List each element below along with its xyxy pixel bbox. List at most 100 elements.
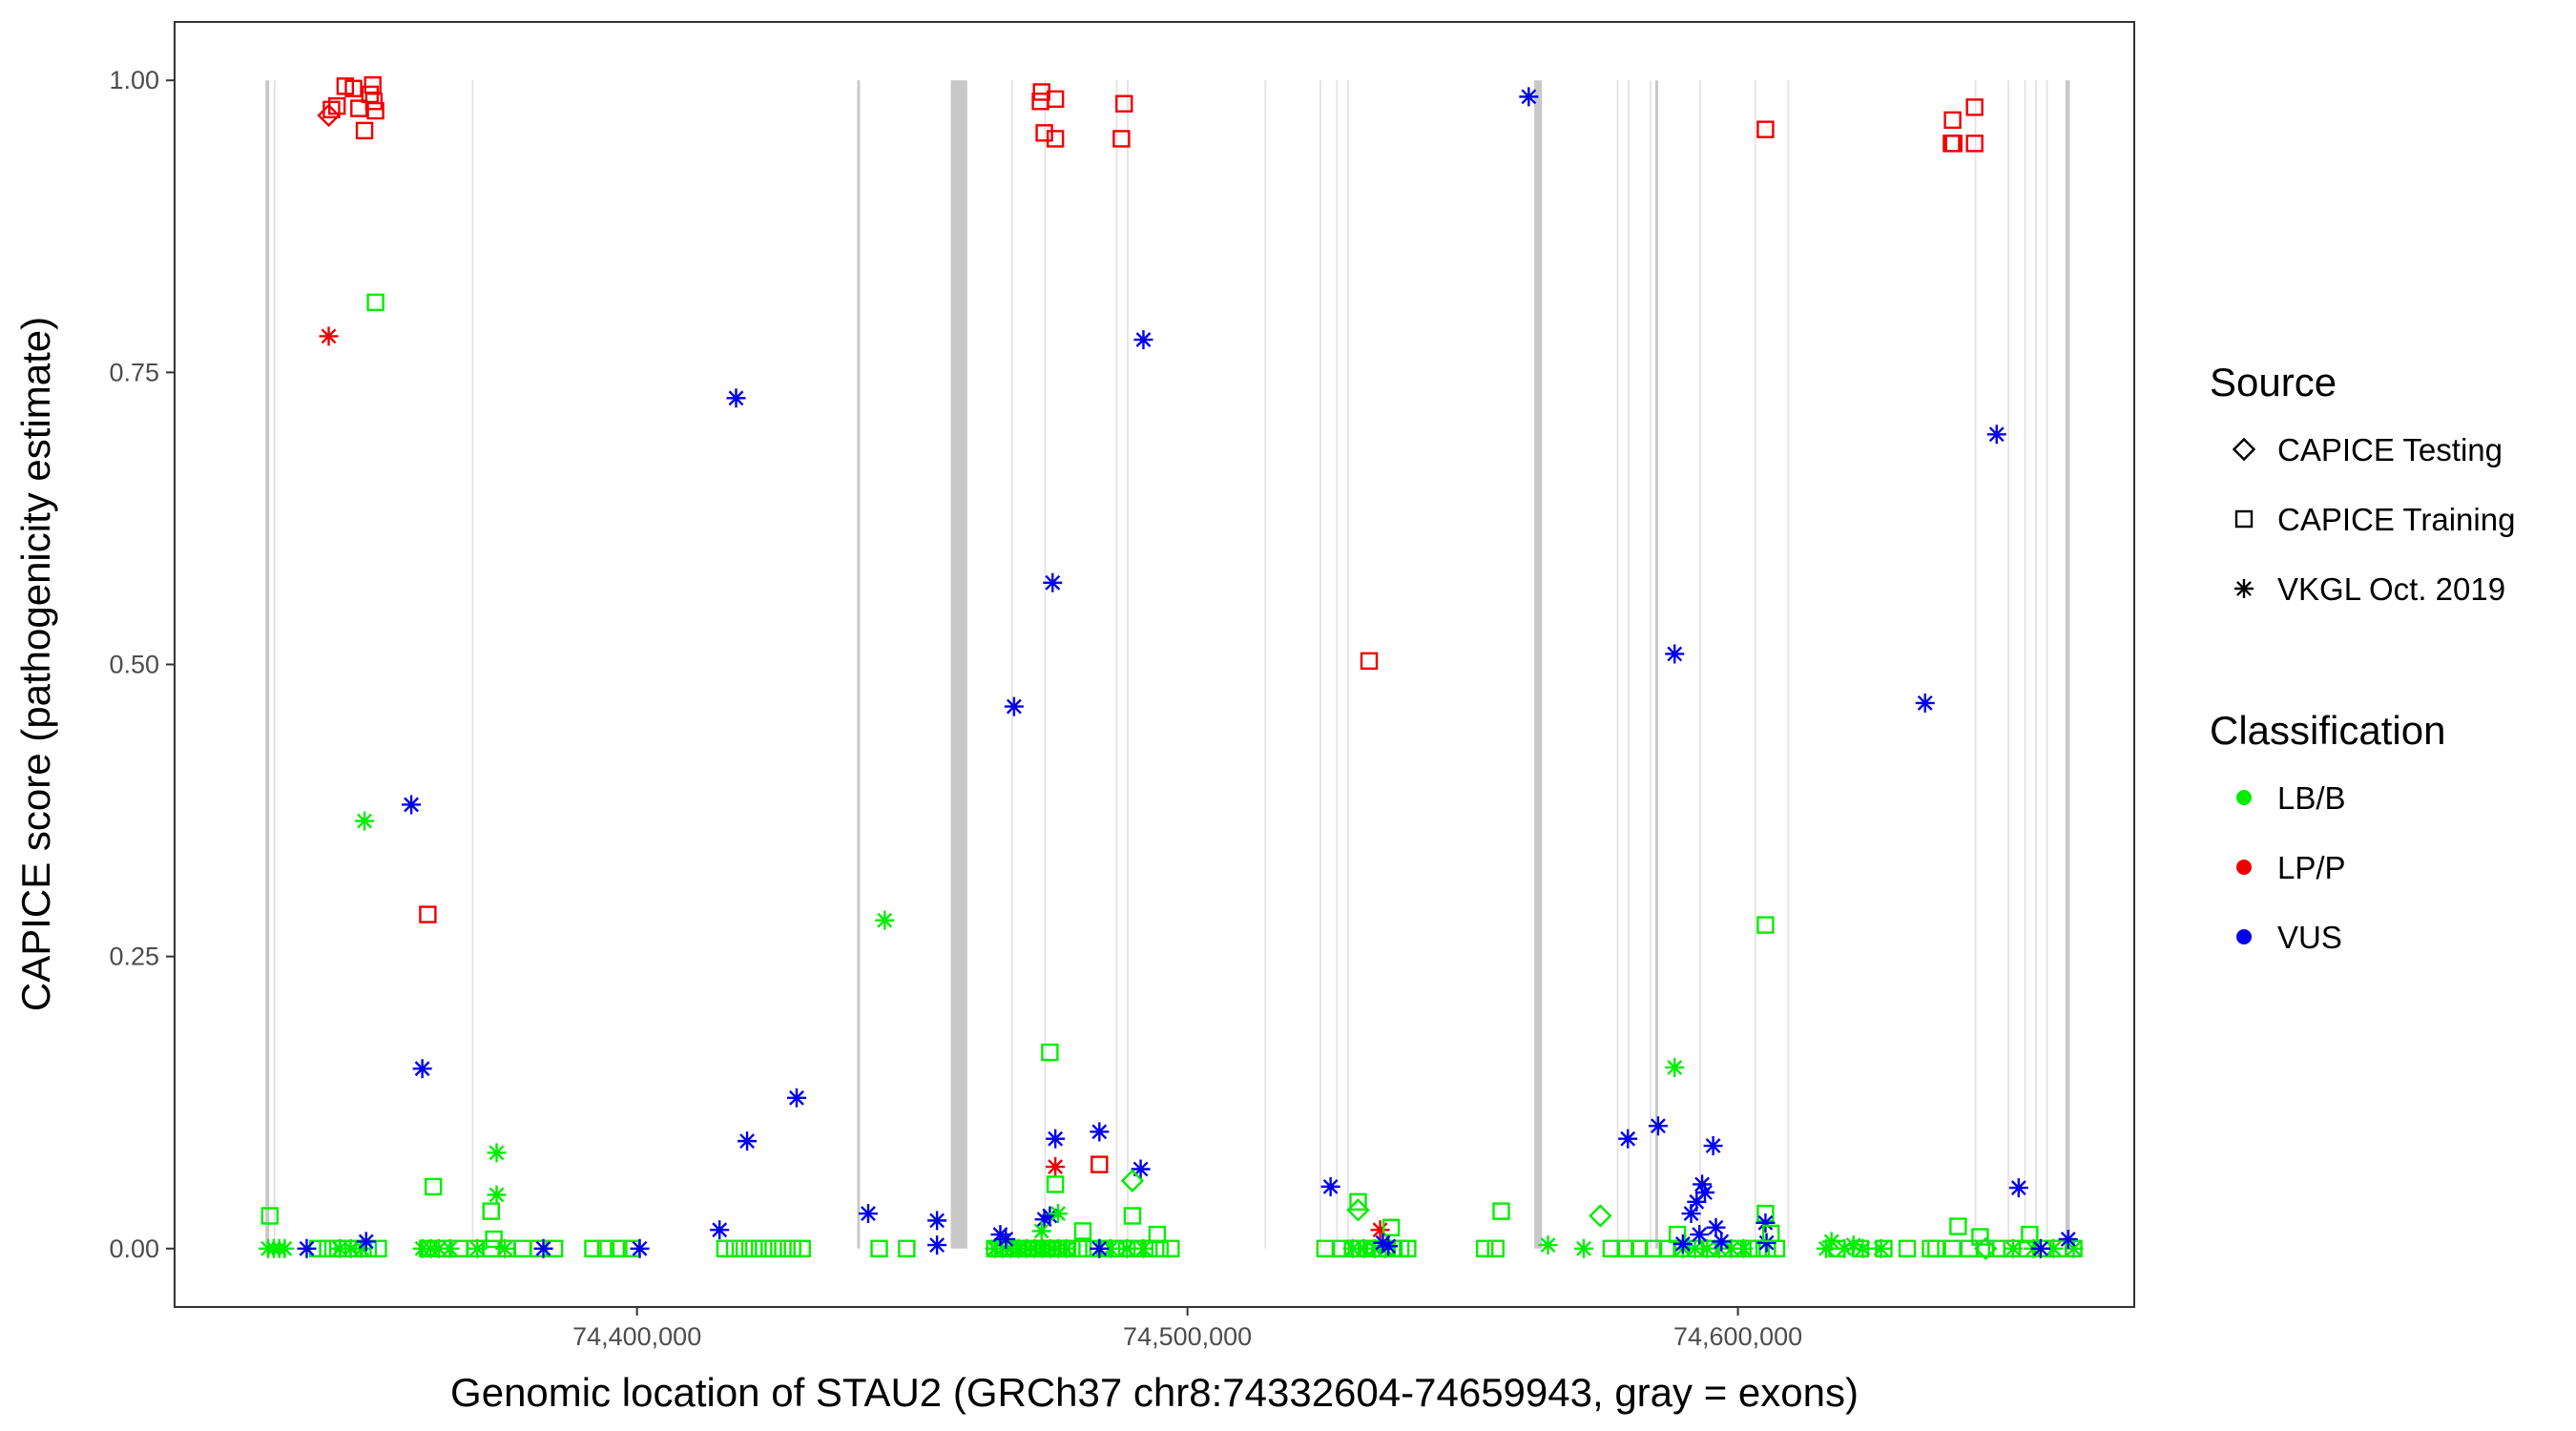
exon-band xyxy=(1336,80,1339,1249)
data-point-square-lb-b xyxy=(424,1177,443,1196)
data-point-asterisk-lb-b xyxy=(1100,1238,1120,1258)
legend-key-vus xyxy=(2236,929,2252,944)
data-point-square-lb-b xyxy=(1041,1043,1059,1062)
data-point-square-lb-b xyxy=(725,1239,744,1257)
y-axis-title: CAPICE score (pathogenicity estimate) xyxy=(13,317,58,1011)
data-point-asterisk-lb-b xyxy=(1843,1235,1863,1255)
data-point-square-lb-b xyxy=(1063,1239,1081,1257)
data-point-square-lb-b xyxy=(1486,1239,1505,1257)
data-point-square-lb-b xyxy=(745,1239,763,1257)
data-point-square-lb-b xyxy=(584,1239,602,1257)
x-tick-label: 74,500,000 xyxy=(1123,1322,1252,1351)
exon-band xyxy=(1787,80,1790,1249)
data-point-square-lb-b xyxy=(1739,1239,1758,1257)
data-point-asterisk-vus xyxy=(1706,1217,1726,1237)
data-point-asterisk-vus xyxy=(1681,1204,1701,1224)
data-point-asterisk-vus xyxy=(1672,1234,1693,1254)
data-point-square-lb-b xyxy=(1399,1239,1417,1257)
legend-label-lp-p: LP/P xyxy=(2277,850,2346,885)
legend-label-vkgl: VKGL Oct. 2019 xyxy=(2277,571,2505,607)
x-tick-label: 74,600,000 xyxy=(1673,1322,1802,1351)
data-point-square-lp-p xyxy=(1756,120,1775,138)
data-point-asterisk-lb-b xyxy=(275,1238,295,1258)
data-point-square-lp-p xyxy=(355,121,374,140)
legend-label-lb-b: LB/B xyxy=(2277,780,2346,816)
data-point-asterisk-lb-b xyxy=(1721,1238,1741,1258)
data-point-square-lp-p xyxy=(1944,135,1963,153)
data-point-square-lb-b xyxy=(1073,1222,1092,1240)
data-point-square-lb-b xyxy=(1316,1239,1335,1257)
data-point-square-lp-p xyxy=(364,93,384,111)
legend-source-title: Source xyxy=(2210,360,2337,404)
exon-band xyxy=(1319,80,1321,1249)
data-point-square-lb-b xyxy=(260,1207,280,1225)
data-point-square-lb-b xyxy=(1927,1239,1945,1257)
y-tick-label: 0.50 xyxy=(109,651,159,679)
data-point-asterisk-lb-b xyxy=(1342,1238,1362,1258)
data-point-square-lb-b xyxy=(1349,1192,1367,1211)
data-point-asterisk-vus xyxy=(1034,1210,1054,1230)
data-point-square-lp-p xyxy=(328,96,346,115)
data-point-square-lp-p xyxy=(1115,94,1133,113)
data-point-asterisk-vus xyxy=(356,1232,376,1252)
exon-band xyxy=(2046,80,2048,1249)
data-point-asterisk-lp-p xyxy=(1046,1157,1066,1177)
data-point-asterisk-vus xyxy=(533,1238,553,1258)
data-point-square-lp-p xyxy=(1046,90,1065,109)
exon-band xyxy=(1044,80,1047,1249)
data-point-asterisk-vus xyxy=(1046,1129,1066,1149)
legend-label-vus: VUS xyxy=(2277,920,2342,955)
y-tick-label: 0.75 xyxy=(109,358,159,386)
data-point-square-lb-b xyxy=(764,1239,782,1257)
data-point-square-lb-b xyxy=(1762,1224,1780,1243)
legend-key-asterisk xyxy=(2234,579,2254,598)
data-point-asterisk-vus xyxy=(1133,330,1153,350)
data-point-asterisk-lb-b xyxy=(495,1238,515,1258)
data-point-asterisk-lb-b xyxy=(1697,1238,1717,1258)
data-point-asterisk-lb-b xyxy=(1364,1238,1384,1258)
legend-classification-title: Classification xyxy=(2210,708,2445,753)
data-point-square-lb-b xyxy=(783,1239,801,1257)
data-point-asterisk-vus xyxy=(1090,1122,1110,1142)
data-point-asterisk-vus xyxy=(1915,693,1935,713)
data-point-asterisk-lb-b xyxy=(487,1185,507,1205)
data-point-square-lb-b xyxy=(1949,1217,1967,1235)
data-point-asterisk-lb-b xyxy=(1133,1238,1153,1258)
data-point-asterisk-vus xyxy=(2008,1178,2028,1198)
x-axis-title: Genomic location of STAU2 (GRCh37 chr8:7… xyxy=(450,1370,1859,1415)
data-point-asterisk-lb-b xyxy=(1665,1057,1685,1077)
data-point-asterisk-vus xyxy=(1665,644,1685,664)
exon-band xyxy=(1650,80,1652,1249)
data-point-asterisk-lb-b xyxy=(1853,1238,1873,1258)
data-point-square-lb-b xyxy=(1875,1239,1893,1257)
data-point-square-lb-b xyxy=(1475,1239,1494,1257)
data-point-asterisk-lb-b xyxy=(1871,1238,1891,1258)
exon-band xyxy=(265,80,270,1249)
data-point-asterisk-vus xyxy=(1519,87,1539,107)
data-point-asterisk-vus xyxy=(402,795,422,815)
data-point-asterisk-lb-b xyxy=(487,1143,507,1163)
data-point-asterisk-vus xyxy=(1703,1136,1723,1156)
legend-label-capice-training: CAPICE Training xyxy=(2277,502,2515,537)
exon-bands xyxy=(265,80,2070,1249)
data-point-square-lb-b xyxy=(485,1230,503,1249)
data-point-square-lp-p xyxy=(1965,135,1984,153)
data-point-square-lb-b xyxy=(1616,1239,1634,1257)
data-point-asterisk-vus xyxy=(1043,572,1063,592)
data-point-asterisk-vus xyxy=(1090,1238,1110,1258)
data-point-square-lb-b xyxy=(1148,1225,1167,1244)
data-point-asterisk-lb-b xyxy=(1685,1238,1705,1258)
data-point-asterisk-vus xyxy=(1690,1225,1710,1245)
data-point-asterisk-vus xyxy=(1320,1176,1340,1196)
data-point-square-lb-b xyxy=(2021,1225,2039,1244)
data-point-asterisk-vus xyxy=(297,1238,317,1258)
data-point-asterisk-vus xyxy=(1687,1192,1707,1212)
data-point-asterisk-lb-b xyxy=(341,1238,361,1258)
data-point-asterisk-vus xyxy=(1004,696,1024,716)
data-point-square-lb-b xyxy=(610,1239,628,1257)
data-point-asterisk-lb-b xyxy=(1354,1238,1374,1258)
data-point-square-lp-p xyxy=(1360,652,1379,671)
data-point-asterisk-vus xyxy=(726,388,746,408)
